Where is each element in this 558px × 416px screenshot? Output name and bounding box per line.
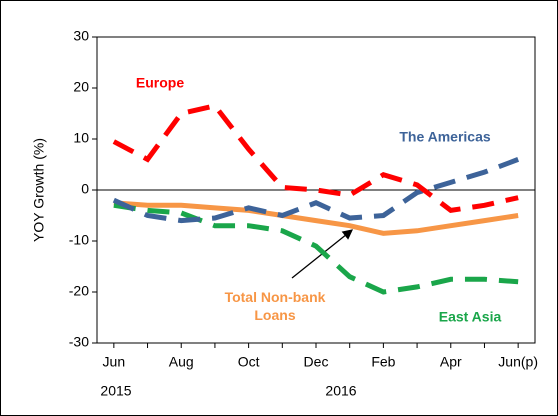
series-label: Total Non-bank Loans: [225, 289, 326, 323]
series-label: Europe: [136, 75, 184, 91]
x-tick-label: Feb: [371, 354, 395, 370]
y-axis-label: YOY Growth (%): [31, 138, 47, 242]
series-line: [112, 157, 520, 224]
y-tick-label: -10: [69, 232, 89, 248]
y-tick-label: -30: [69, 334, 89, 350]
y-tick-label: 10: [73, 130, 89, 146]
series-line: [113, 202, 519, 295]
y-tick-label: 20: [73, 79, 89, 95]
year-label: 2015: [100, 383, 131, 399]
y-tick-label: -20: [69, 283, 89, 299]
series-label: East Asia: [439, 309, 502, 325]
series-label-line: Total Non-bank: [225, 289, 326, 305]
x-tick-label: Dec: [304, 354, 329, 370]
series-line: [113, 200, 519, 236]
y-tick-label: 30: [73, 28, 89, 44]
y-tick-label: 0: [81, 181, 89, 197]
series-label: The Americas: [399, 129, 491, 145]
x-tick-label: Oct: [238, 354, 260, 370]
series-label-line: Loans: [254, 307, 295, 323]
year-label: 2016: [325, 383, 356, 399]
series-line: [112, 103, 519, 214]
x-tick-label: Jun: [103, 354, 126, 370]
x-tick-label: Jun(p): [498, 354, 538, 370]
x-tick-label: Aug: [169, 354, 194, 370]
x-tick-label: Apr: [440, 354, 462, 370]
